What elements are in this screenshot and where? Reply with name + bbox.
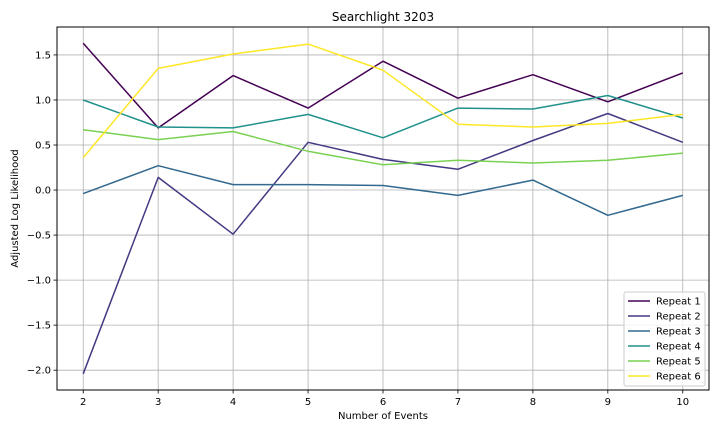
y-axis-ticks: −2.0 −1.5 −1.0 −0.5 0.0 0.5 1.0 1.5	[27, 50, 57, 377]
legend-label: Repeat 6	[656, 372, 701, 383]
y-tick-label: −0.5	[27, 231, 51, 242]
grid	[57, 27, 709, 390]
series-line-repeat-2	[82, 112, 684, 375]
series-line-repeat-4	[82, 94, 684, 139]
series-line-repeat-3	[82, 164, 683, 217]
x-tick-label: 5	[305, 397, 311, 408]
legend-label: Repeat 4	[656, 342, 701, 353]
x-tick-label: 9	[605, 397, 611, 408]
legend-label: Repeat 5	[656, 357, 701, 368]
x-axis-title: Number of Events	[338, 411, 428, 422]
legend: Repeat 1 Repeat 2 Repeat 3 Repeat 4 Repeat 5…	[623, 291, 706, 387]
legend-label: Repeat 2	[656, 312, 701, 323]
y-tick-label: 1.0	[35, 95, 51, 106]
y-tick-label: 0.0	[35, 186, 51, 197]
y-tick-label: −2.0	[27, 366, 51, 377]
y-tick-label: 0.5	[35, 140, 51, 151]
series-line-repeat-6	[82, 43, 683, 159]
x-tick-label: 4	[230, 397, 236, 408]
x-tick-label: 7	[455, 397, 461, 408]
x-tick-label: 2	[80, 397, 86, 408]
y-tick-label: −1.5	[27, 321, 51, 332]
y-axis-title: Adjusted Log Likelihood	[10, 149, 21, 267]
x-tick-label: 8	[530, 397, 536, 408]
legend-label: Repeat 3	[656, 327, 701, 338]
chart-title: Searchlight 3203	[332, 10, 434, 24]
x-tick-label: 3	[155, 397, 161, 408]
x-tick-label: 6	[380, 397, 386, 408]
x-tick-label: 10	[676, 397, 689, 408]
y-tick-label: −1.0	[27, 276, 51, 287]
series-line-repeat-5	[83, 128, 683, 166]
series-lines	[82, 42, 684, 375]
x-axis-ticks: 2 3 4 5 6 7 8 9 10	[80, 390, 689, 408]
y-tick-label: 1.5	[35, 50, 51, 61]
legend-label: Repeat 1	[656, 297, 701, 308]
series-line-repeat-1	[82, 42, 684, 129]
